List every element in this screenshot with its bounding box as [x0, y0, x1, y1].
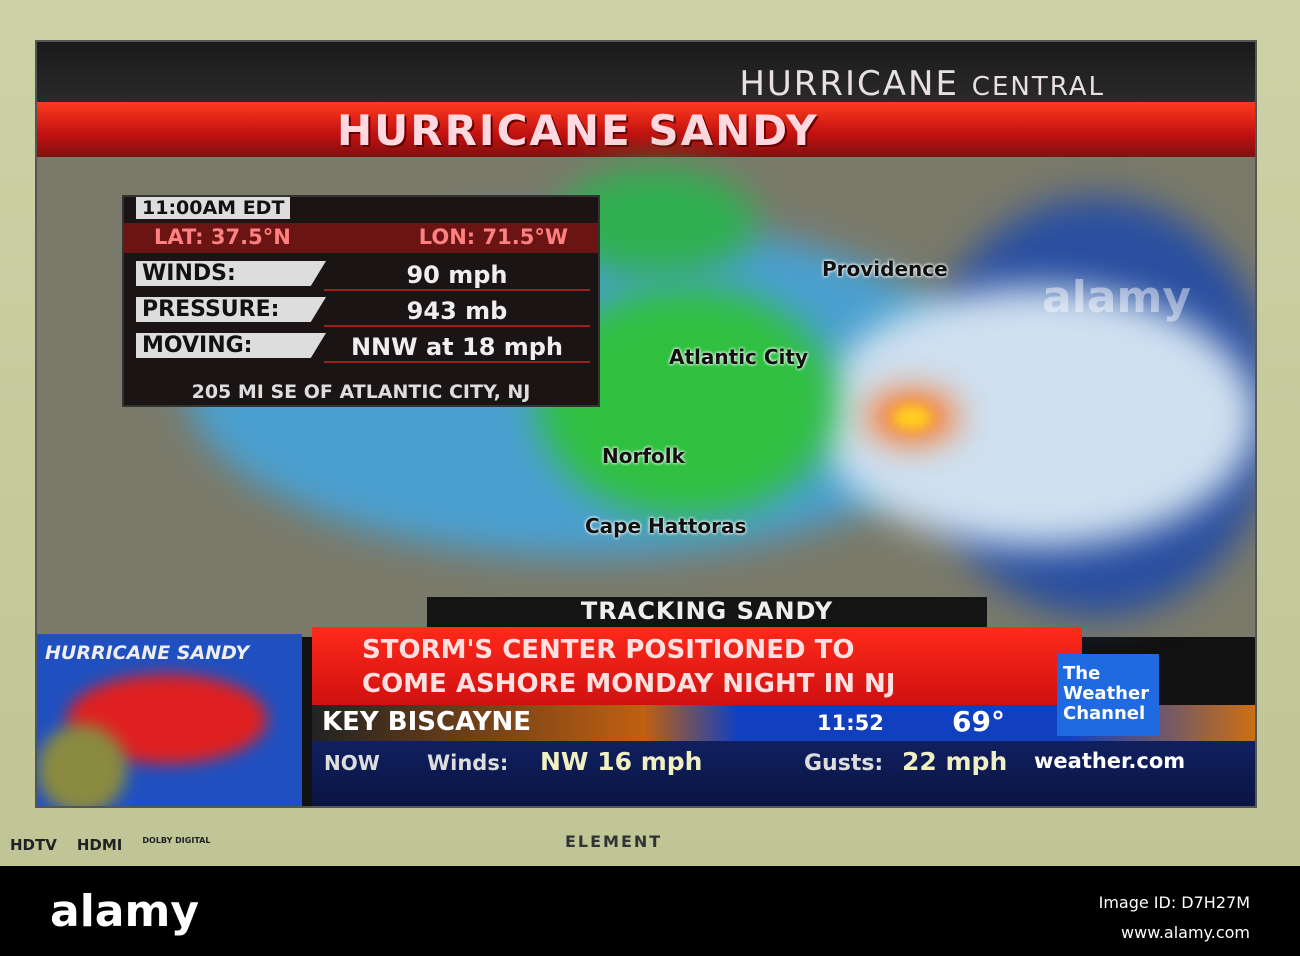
moving-label: MOVING:	[136, 333, 326, 358]
image-credit: Image ID: D7H27M www.alamy.com	[1099, 888, 1250, 948]
website-label: weather.com	[1034, 749, 1186, 773]
storm-info-box: 11:00AM EDT LAT: 37.5°N LON: 71.5°W WINDS…	[122, 195, 600, 407]
distance-text: 205 MI SE OF ATLANTIC CITY, NJ	[191, 381, 531, 403]
tv-bezel: HURRICANE CENTRAL HURRICANE SANDY Provid…	[0, 0, 1300, 866]
tracking-label: TRACKING SANDY	[427, 597, 987, 629]
moving-value: NNW at 18 mph	[324, 333, 590, 363]
city-name: KEY BISCAYNE	[322, 707, 532, 737]
tv-brand-logo: ELEMENT	[565, 832, 663, 851]
map-label-atlantic-city: Atlantic City	[669, 345, 808, 369]
image-id: Image ID: D7H27M	[1098, 893, 1250, 912]
tv-logos: HDTV HDMI DOLBY DIGITAL	[10, 836, 210, 854]
logo-line: Channel	[1063, 703, 1146, 724]
headline-line-1: STORM'S CENTER POSITIONED TO	[362, 635, 855, 665]
longitude: LON: 71.5°W	[418, 225, 568, 249]
storm-title: HURRICANE SANDY	[337, 106, 819, 155]
logo-line: The	[1063, 663, 1101, 684]
logo-line: Weather	[1063, 683, 1150, 704]
headline-banner: STORM'S CENTER POSITIONED TO COME ASHORE…	[312, 627, 1082, 705]
temperature: 69°	[952, 705, 1005, 738]
winds-label: WINDS:	[136, 261, 326, 286]
weather-channel-logo: The Weather Channel	[1057, 654, 1159, 736]
title-main: HURRICANE	[739, 64, 959, 104]
latitude: LAT: 37.5°N	[154, 225, 291, 249]
map-label-norfolk: Norfolk	[602, 444, 685, 468]
map-label-providence: Providence	[822, 257, 948, 281]
watermark: alamy	[1042, 272, 1191, 323]
gusts-label: Gusts:	[804, 751, 884, 776]
hdtv-logo: HDTV	[10, 836, 57, 854]
winds-label: Winds:	[427, 751, 509, 775]
lat-lon-bar: LAT: 37.5°N LON: 71.5°W	[124, 223, 598, 253]
alamy-site: www.alamy.com	[1121, 923, 1250, 942]
winds-value: 90 mph	[324, 261, 590, 291]
hdmi-logo: HDMI	[76, 836, 123, 854]
tv-screen: HURRICANE CENTRAL HURRICANE SANDY Provid…	[35, 40, 1257, 808]
title-small: CENTRAL	[971, 72, 1105, 102]
pressure-value: 943 mb	[324, 297, 590, 327]
inset-title: HURRICANE SANDY	[45, 642, 250, 664]
inset-map: HURRICANE SANDY	[37, 634, 302, 806]
top-banner: HURRICANE CENTRAL	[37, 42, 1255, 104]
now-label: NOW	[324, 751, 380, 775]
gusts-value: 22 mph	[902, 747, 1008, 776]
headline-line-2: COME ASHORE MONDAY NIGHT IN NJ	[362, 669, 896, 699]
hurricane-central-title: HURRICANE CENTRAL	[739, 64, 1105, 104]
advisory-time: 11:00AM EDT	[136, 197, 291, 219]
current-conditions: NOW Winds: NW 16 mph Gusts: 22 mph weath…	[312, 741, 1255, 806]
watermark-strip: alamy Image ID: D7H27M www.alamy.com	[0, 866, 1300, 956]
storm-title-bar: HURRICANE SANDY	[37, 102, 1255, 157]
winds-value: NW 16 mph	[540, 747, 703, 776]
alamy-logo: alamy	[50, 886, 199, 937]
local-time: 11:52	[817, 711, 884, 735]
map-label-cape-hatteras: Cape Hattoras	[585, 514, 747, 538]
pressure-label: PRESSURE:	[136, 297, 326, 322]
dolby-logo: DOLBY DIGITAL	[142, 836, 211, 845]
